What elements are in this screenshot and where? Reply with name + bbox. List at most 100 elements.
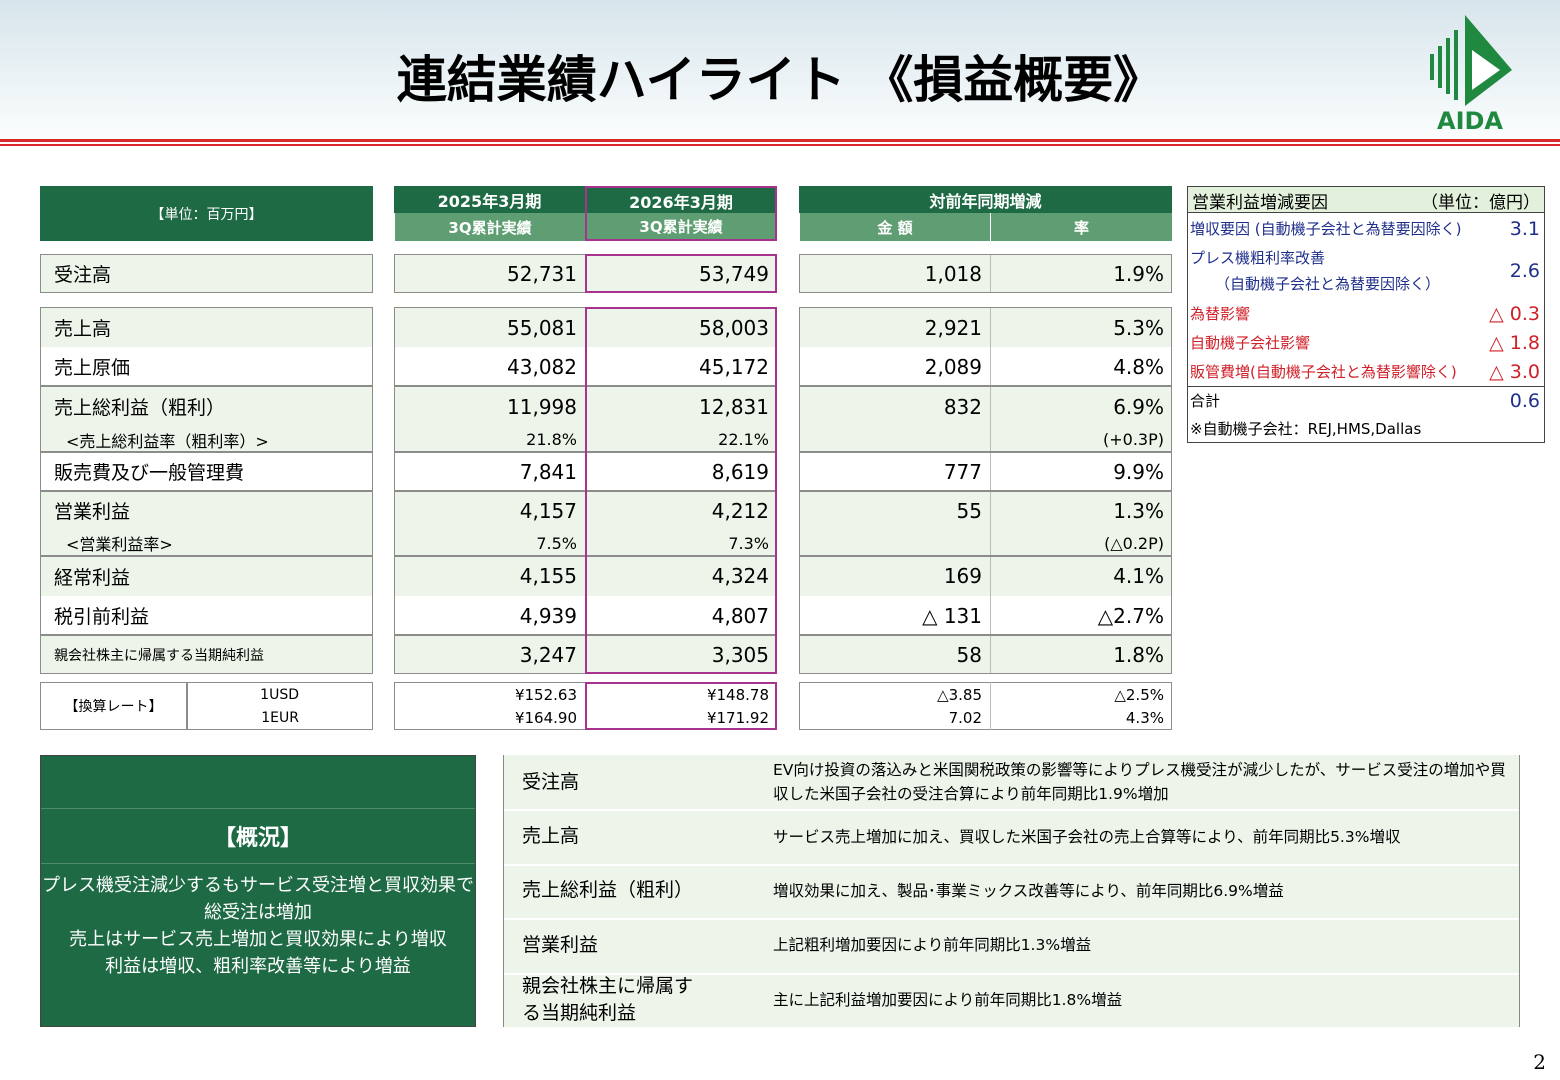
factor-label: 自動機子会社影響 [1190,334,1311,352]
factor-value: △ 0.3 [1489,302,1540,325]
value-cell: 53,749 [585,254,777,293]
value-cell: 12,831 [585,386,777,427]
summary-line: 利益は増収、粗利率改善等により増益 [105,955,411,977]
comment-row [504,809,1519,864]
period-header: 2026年3月期 [585,186,777,213]
value-cell: 52,731 [394,254,585,293]
value-cell: 4,324 [585,556,777,596]
value-cell: 9.9% [990,452,1172,491]
row-label: 経常利益 [40,556,373,596]
factor-value: 3.1 [1509,217,1540,240]
rate-value: ¥148.78 [706,686,769,704]
row-label: 税引前利益 [40,596,373,635]
rate-currency: 1EUR [261,710,299,726]
group-frame [799,254,1172,293]
comment-item: 売上高 [522,825,580,848]
value-cell: 55,081 [394,308,585,347]
rate-value: ¥164.90 [514,709,577,727]
value-cell: 4,212 [585,491,777,530]
header-rule [0,139,1560,142]
value-cell: 22.1% [585,427,777,452]
value-cell: (△0.2P) [990,530,1172,556]
value-cell: 4,157 [394,491,585,530]
logo: AIDA [1430,15,1512,135]
group-frame [799,307,1172,674]
row-divider [40,490,373,492]
value-cell: △ 131 [799,596,990,635]
value-cell: 45,172 [585,347,777,386]
group-frame [40,307,373,674]
rate-value: △2.5% [1114,686,1164,704]
summary-divider [41,863,475,864]
value-cell: 777 [799,452,990,491]
value-cell: 58 [799,635,990,674]
value-cell: 169 [799,556,990,596]
factor-sublabel: （自動機子会社と為替要因除く） [1215,274,1441,293]
rate-value: △3.85 [937,686,982,704]
highlight-frame [585,254,777,293]
value-cell [799,530,990,556]
column-divider [990,682,991,730]
comment-row [504,755,1519,810]
row-divider [40,451,373,453]
row-divider [799,634,1172,636]
value-cell: 6.9% [990,386,1172,427]
factor-value: 0.6 [1509,389,1540,412]
row-label: 販売費及び一般管理費 [40,452,373,491]
value-cell: 2,089 [799,347,990,386]
value-cell: 7.3% [585,530,777,556]
factors-title: 営業利益増減要因 [1192,192,1328,213]
value-cell: 4,155 [394,556,585,596]
value-cell: 8,619 [585,452,777,491]
value-cell: 11,998 [394,386,585,427]
row-divider [799,490,1172,492]
comment-text: EV向け投資の落込みと米国関税政策の影響等によりプレス機受注が減少したが、サービ… [773,761,1506,804]
page-title: 連結業績ハイライト 《損益概要》 [396,51,1164,109]
row-divider [40,555,373,557]
comment-text: 上記粗利増加要因により前年同期比1.3%増益 [773,936,1092,955]
group-frame [40,254,373,293]
value-cell: 7,841 [394,452,585,491]
row-divider [799,385,1172,387]
row-divider [799,451,1172,453]
value-cell: 4.8% [990,347,1172,386]
value-cell: 4,807 [585,596,777,635]
factor-value: △ 3.0 [1489,360,1540,383]
factor-label: プレス機粗利率改善 [1190,248,1326,267]
value-cell: 43,082 [394,347,585,386]
highlight-frame [585,307,777,674]
sub-header: 金 額 [799,213,990,241]
rate-value: 4.3% [1125,709,1164,727]
summary-heading: 【概況】 [213,825,302,851]
comment-row [504,863,1519,919]
factor-label: 合計 [1190,392,1221,410]
row-divider [40,634,373,636]
comment-text: サービス売上増加に加え、買収した米国子会社の売上合算等により、前年同期比5.3%… [773,827,1401,846]
row-label: <営業利益率> [40,530,373,556]
value-cell: (+0.3P) [990,427,1172,452]
value-cell: △2.7% [990,596,1172,635]
value-cell [799,427,990,452]
rate-value: ¥171.92 [706,709,769,727]
value-cell: 3,305 [585,635,777,674]
summary-box [40,755,476,1027]
row-label: 受注高 [40,254,373,293]
value-cell: 3,247 [394,635,585,674]
header-rule [0,144,1560,146]
comment-item: 売上総利益（粗利） [522,879,694,902]
factors-unit: （単位：億円） [1421,192,1540,213]
value-cell: 58,003 [585,308,777,347]
logo-text: AIDA [1437,107,1503,135]
group-frame [187,682,373,730]
page-number: 2 [1533,1050,1546,1074]
row-label: 親会社株主に帰属する当期純利益 [40,635,373,674]
rate-label: 【換算レート】 [40,682,187,730]
value-cell: 2,921 [799,308,990,347]
factors-frame [1187,186,1545,443]
sub-header: 3Q累計実績 [585,213,777,241]
factor-value: 2.6 [1509,260,1540,282]
row-label: 売上総利益（粗利） [40,386,373,427]
value-cell: 832 [799,386,990,427]
factor-value: △ 1.8 [1489,331,1540,354]
